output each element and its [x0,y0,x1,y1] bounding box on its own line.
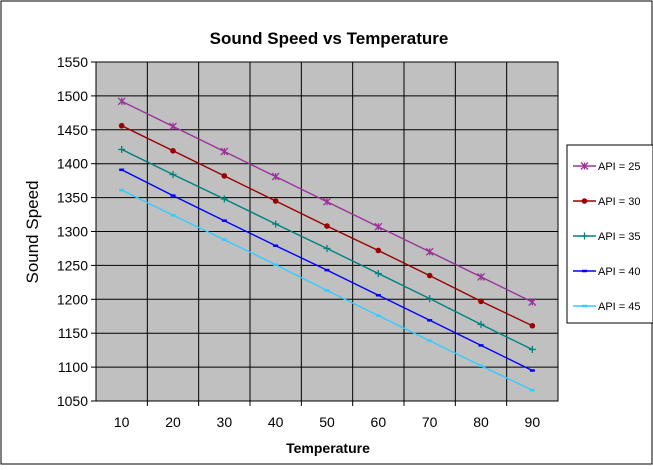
data-point [170,148,176,154]
legend-label: API = 30 [598,196,641,208]
data-point [374,270,382,278]
y-tick-label: 1350 [57,190,88,206]
legend-item: API = 30 [573,196,641,208]
data-point [477,320,485,328]
x-axis-ticks: 10 20 30 40 50 60 70 80 90 [114,401,540,430]
data-point [220,147,229,156]
y-tick-label: 1250 [57,257,88,273]
data-point [323,197,331,206]
legend-marker [580,162,589,170]
data-point [272,198,279,204]
x-axis-title: Temperature [286,440,370,456]
x-tick-label: 20 [165,414,181,430]
data-point [118,122,125,129]
legend-item: API = 25 [573,161,641,173]
data-point [169,171,177,179]
x-tick-label: 50 [319,414,335,430]
data-point [528,298,537,306]
series-layer [117,97,537,392]
legend-item: API = 35 [573,231,641,243]
legend-item: API = 45 [573,301,641,313]
y-tick-label: 1450 [57,122,88,138]
legend-item: API = 40 [573,266,641,278]
chart-title: Sound Speed vs Temperature [210,29,449,48]
x-tick-label: 40 [268,414,284,430]
x-tick-label: 80 [473,414,489,430]
data-point [425,247,434,256]
y-tick-label: 1400 [57,156,88,172]
x-tick-label: 30 [217,414,233,430]
data-point [477,272,485,281]
legend-label: API = 40 [598,266,641,278]
x-tick-label: 60 [371,414,387,430]
data-point [478,298,484,305]
data-point [528,345,536,353]
y-tick-label: 1200 [57,291,88,307]
y-axis-ticks: 1050 1100 1150 1200 1250 1300 1350 1400 1450 1500… [57,54,96,409]
y-axis-title: Sound Speed [23,180,42,283]
legend-marker [581,232,588,240]
data-point [426,295,434,303]
y-tick-label: 1100 [58,359,88,375]
legend-label: API = 25 [598,161,641,173]
series-3 [118,145,536,353]
series-5 [119,188,535,392]
data-point [374,222,383,231]
series-4 [119,168,535,372]
legend-box [566,144,653,324]
legend-label: API = 35 [598,231,641,243]
y-tick-label: 1500 [57,88,88,104]
series-2 [118,122,536,329]
data-point [324,223,330,229]
y-tick-label: 1150 [58,325,88,341]
data-point [169,122,177,131]
data-point [426,272,433,279]
data-point [220,195,228,203]
legend-marker [581,198,588,204]
data-point [272,220,280,228]
legend-label: API = 45 [598,301,641,313]
x-tick-label: 70 [422,414,438,430]
data-point [323,244,331,252]
data-point [117,97,126,106]
data-point [529,322,536,329]
data-point [221,173,228,179]
y-tick-label: 1050 [57,393,88,409]
series-1 [117,97,537,306]
legend: API = 25 API = 30 API = 35 API = 40 API = 45 [566,144,653,324]
data-point [271,172,280,181]
x-tick-label: 90 [525,414,541,430]
data-point [375,247,382,254]
y-tick-label: 1550 [57,54,88,70]
data-point [118,145,126,153]
y-tick-label: 1300 [57,224,88,240]
x-tick-label: 10 [114,414,130,430]
